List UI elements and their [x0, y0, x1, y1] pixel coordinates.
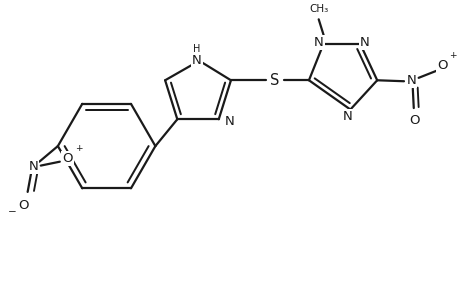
Text: +: +: [448, 51, 456, 60]
Text: N: N: [313, 36, 323, 49]
Text: N: N: [28, 160, 38, 173]
Text: N: N: [191, 54, 201, 67]
Text: O: O: [62, 152, 73, 165]
Text: N: N: [359, 36, 369, 49]
Text: N: N: [406, 74, 415, 87]
Text: S: S: [269, 73, 279, 88]
Text: CH₃: CH₃: [308, 4, 328, 14]
Text: N: N: [224, 115, 234, 128]
Text: H: H: [193, 44, 200, 54]
Text: O: O: [18, 199, 29, 212]
Text: +: +: [74, 144, 82, 153]
Text: −: −: [8, 207, 17, 218]
Text: N: N: [342, 110, 352, 123]
Text: O: O: [436, 59, 446, 72]
Text: O: O: [409, 114, 419, 127]
